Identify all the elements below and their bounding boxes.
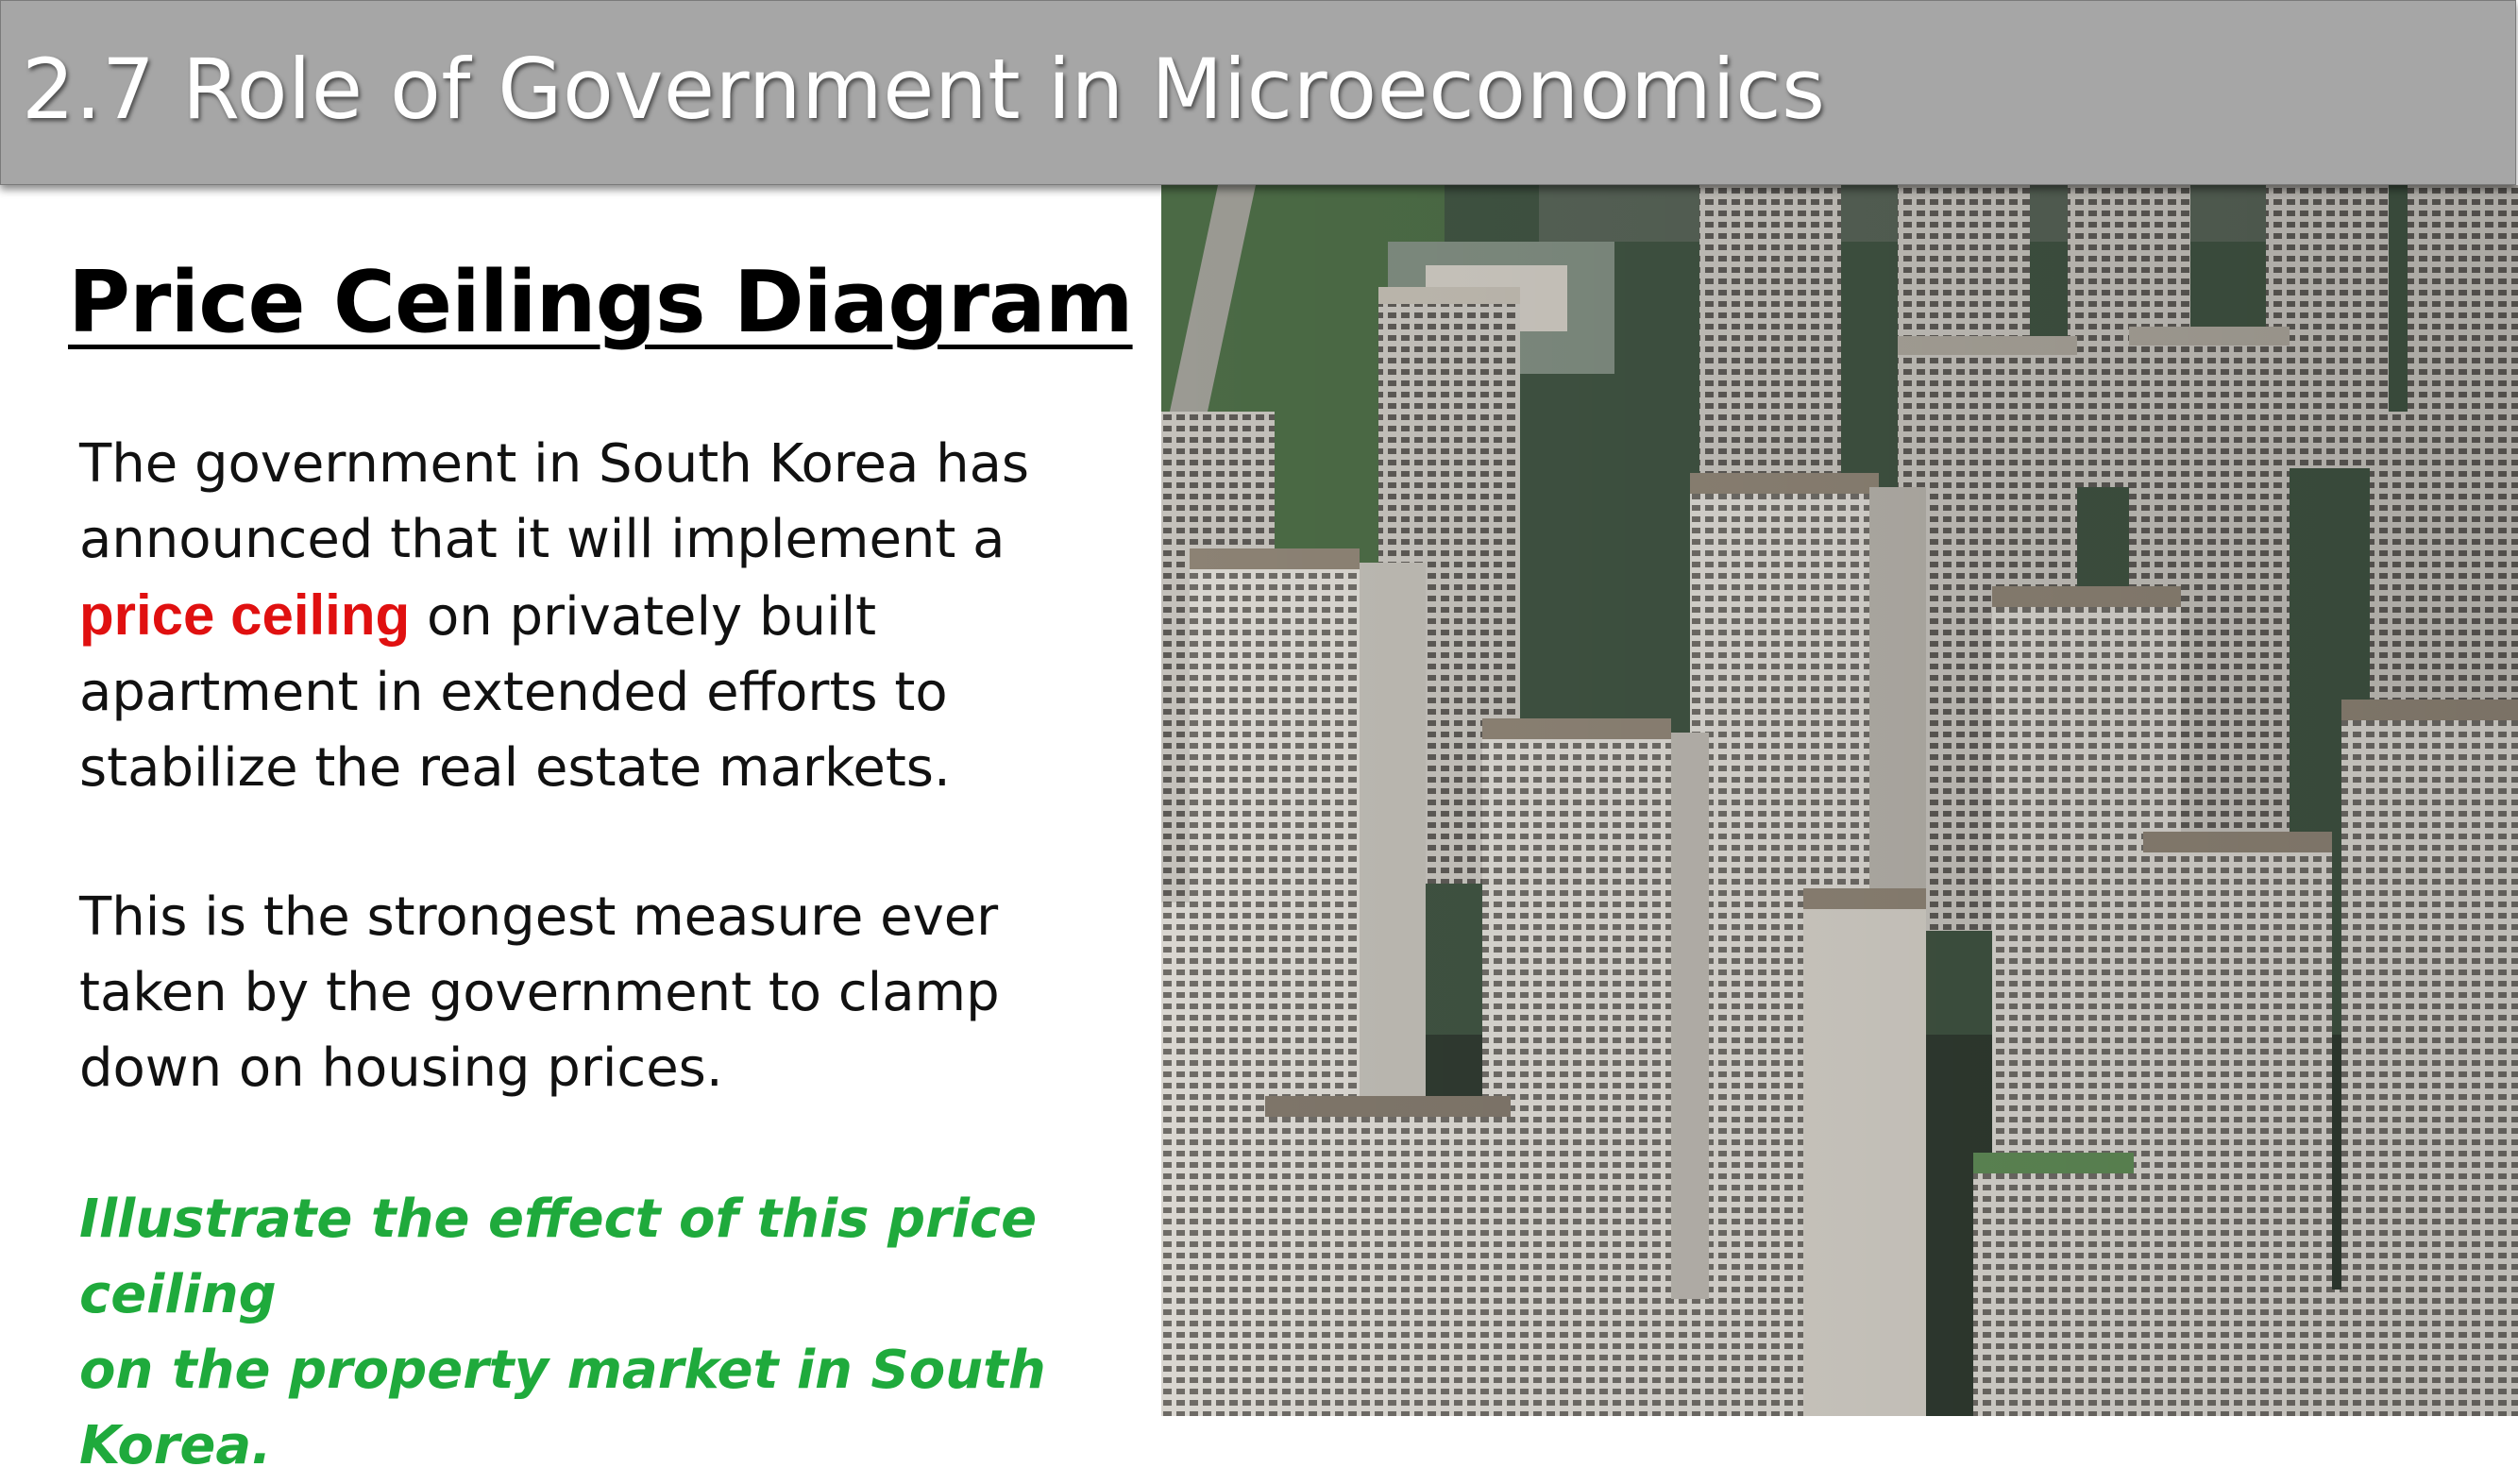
apartment-photo-illustration bbox=[1161, 185, 2518, 1416]
paragraph-line: down on housing prices. bbox=[79, 1037, 723, 1099]
diagram-title: Price Ceilings Diagram bbox=[68, 253, 1134, 352]
paragraph-line: The government in South Korea has bbox=[79, 433, 1030, 495]
paragraph-line: This is the strongest measure ever bbox=[79, 886, 999, 948]
paragraph-measure: This is the strongest measure ever taken… bbox=[79, 880, 1156, 1106]
slide-header: 2.7 Role of Government in Microeconomics bbox=[0, 0, 2516, 185]
paragraph-line-rest: on privately built bbox=[410, 586, 877, 648]
question-line: on the property market in South Korea. bbox=[79, 1340, 1046, 1476]
paragraph-line: announced that it will implement a bbox=[79, 509, 1006, 570]
price-ceiling-highlight: price ceiling bbox=[79, 583, 411, 647]
paragraph-line: price ceiling on privately built bbox=[79, 578, 1156, 655]
question-line: Illustrate the effect of this price ceil… bbox=[79, 1189, 1038, 1325]
slide-title: 2.7 Role of Government in Microeconomics bbox=[22, 41, 1826, 138]
paragraph-line: stabilize the real estate markets. bbox=[79, 737, 951, 799]
question-prompt: Illustrate the effect of this price ceil… bbox=[79, 1182, 1175, 1484]
paragraph-line: taken by the government to clamp bbox=[79, 962, 1000, 1023]
paragraph-announcement: The government in South Korea has announ… bbox=[79, 427, 1156, 806]
apartment-buildings-photo bbox=[1161, 185, 2518, 1416]
paragraph-line: apartment in extended efforts to bbox=[79, 662, 948, 723]
